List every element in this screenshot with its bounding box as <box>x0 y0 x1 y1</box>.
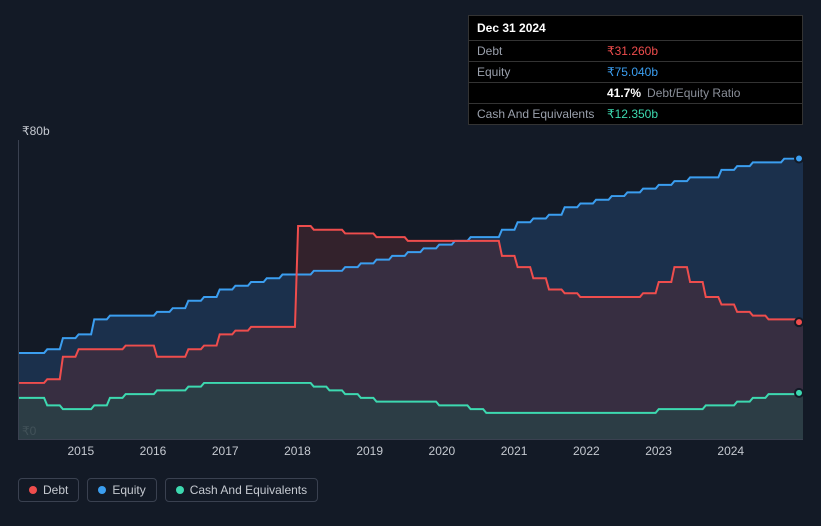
x-tick-label: 2022 <box>573 444 600 458</box>
tooltip-label: Equity <box>477 65 607 79</box>
tooltip-row-cash: Cash And Equivalents ₹12.350b <box>469 104 802 124</box>
x-tick-label: 2021 <box>501 444 528 458</box>
legend-item-cash[interactable]: Cash And Equivalents <box>165 478 318 502</box>
y-axis-max-label: ₹80b <box>22 124 50 138</box>
tooltip-label: Debt <box>477 44 607 58</box>
cash-end-marker <box>795 389 803 397</box>
legend-item-debt[interactable]: Debt <box>18 478 79 502</box>
tooltip-value: ₹12.350b <box>607 107 658 121</box>
chart-plot-area[interactable] <box>18 140 803 440</box>
tooltip-value: ₹75.040b <box>607 65 658 79</box>
legend-item-equity[interactable]: Equity <box>87 478 156 502</box>
legend-label: Debt <box>43 483 68 497</box>
tooltip-row-debt: Debt ₹31.260b <box>469 41 802 62</box>
x-tick-label: 2020 <box>429 444 456 458</box>
x-tick-label: 2023 <box>645 444 672 458</box>
x-tick-label: 2016 <box>140 444 167 458</box>
x-tick-label: 2018 <box>284 444 311 458</box>
x-tick-label: 2019 <box>356 444 383 458</box>
legend-swatch-icon <box>98 486 106 494</box>
x-tick-label: 2017 <box>212 444 239 458</box>
chart-legend: Debt Equity Cash And Equivalents <box>18 478 318 502</box>
tooltip-date: Dec 31 2024 <box>469 16 802 41</box>
x-tick-label: 2015 <box>67 444 94 458</box>
tooltip-row-ratio: 41.7%Debt/Equity Ratio <box>469 83 802 104</box>
tooltip-row-equity: Equity ₹75.040b <box>469 62 802 83</box>
equity-end-marker <box>795 155 803 163</box>
debt-end-marker <box>795 318 803 326</box>
chart-svg <box>19 140 803 439</box>
tooltip-value: ₹31.260b <box>607 44 658 58</box>
legend-swatch-icon <box>176 486 184 494</box>
legend-label: Cash And Equivalents <box>190 483 307 497</box>
x-tick-label: 2024 <box>717 444 744 458</box>
legend-label: Equity <box>112 483 145 497</box>
tooltip-label <box>477 86 607 100</box>
tooltip-value: 41.7%Debt/Equity Ratio <box>607 86 740 100</box>
legend-swatch-icon <box>29 486 37 494</box>
tooltip-label: Cash And Equivalents <box>477 107 607 121</box>
chart-tooltip: Dec 31 2024 Debt ₹31.260b Equity ₹75.040… <box>468 15 803 125</box>
